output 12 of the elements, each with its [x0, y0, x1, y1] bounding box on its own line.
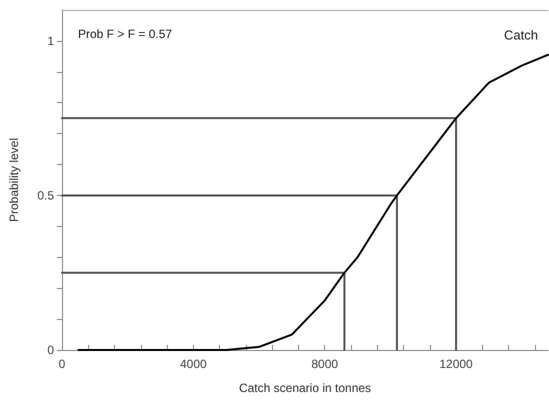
x-tick-label: 8000 [311, 357, 338, 371]
x-tick-label: 4000 [180, 357, 208, 371]
x-axis-title: Catch scenario in tonnes [238, 381, 372, 395]
series-label: Catch [504, 27, 538, 42]
y-tick-label: 0 [47, 343, 54, 357]
annotation: Prob F > F = 0.57 [78, 27, 172, 41]
x-tick-label: 0 [58, 357, 66, 371]
x-tick-label: 12000 [439, 357, 474, 371]
y-tick-label: 0.5 [37, 188, 54, 202]
y-tick-label: 1 [47, 34, 54, 48]
y-axis-title: Probability level [7, 138, 21, 222]
line-series [77, 54, 549, 351]
